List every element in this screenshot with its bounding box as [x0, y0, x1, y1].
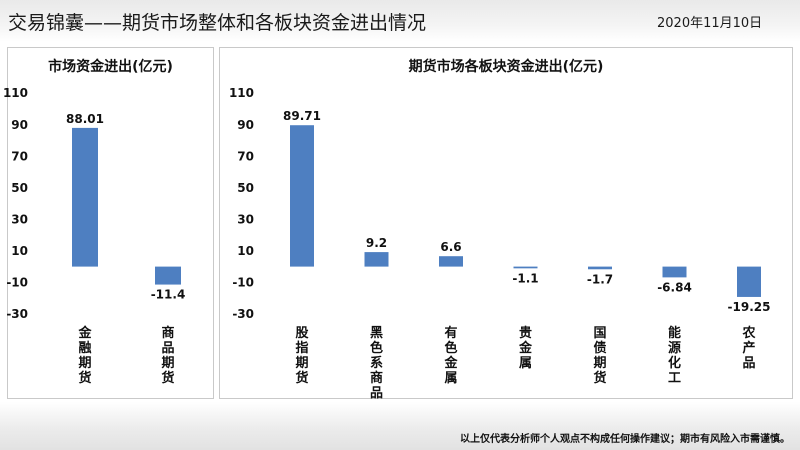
market-flow-value-label: 88.01 — [66, 112, 104, 126]
sector-flow-value-label: -6.84 — [657, 280, 692, 294]
sector-flow-value-label: -1.1 — [512, 271, 538, 285]
sector-flow-ytick-label: 110 — [229, 86, 254, 100]
sector-flow-ytick-label: -10 — [232, 275, 254, 289]
disclaimer-text: 以上仅代表分析师个人观点不构成任何操作建议；期市有风险入市需谨慎。 — [460, 434, 790, 445]
sector-flow-category-label: 能源化工 — [668, 325, 681, 386]
sector-flow-chart: 110 90 70 50 30 10 -10 -30 89.71 股指期货 9.2 黑色系商品 6.6 有… — [229, 86, 771, 401]
footer-band — [0, 402, 800, 450]
panel-sector-flow: 期货市场各板块资金进出(亿元) 110 90 70 50 30 10 -10 -30 89.71… — [219, 47, 793, 401]
sector-flow-ytick-label: 10 — [237, 244, 254, 258]
market-flow-ytick-label: 30 — [11, 212, 28, 226]
market-flow-ytick-label: -10 — [6, 275, 28, 289]
market-flow-ytick-label: 90 — [11, 118, 28, 132]
market-flow-category-label: 金融期货 — [77, 325, 92, 386]
market-flow-ytick-label: 70 — [11, 149, 28, 163]
sector-flow-bar — [662, 266, 687, 278]
chart-title-sector-flow: 期货市场各板块资金进出(亿元) — [408, 59, 604, 75]
sector-flow-bar — [588, 266, 612, 270]
market-flow-bar — [155, 266, 181, 285]
sector-flow-bar — [364, 252, 389, 267]
sector-flow-value-label: 89.71 — [283, 109, 321, 123]
sector-flow-ytick-label: -30 — [232, 307, 254, 321]
sector-flow-category-label: 有色金属 — [443, 325, 458, 386]
sector-flow-ytick-label: 90 — [237, 118, 254, 132]
sector-flow-bar — [513, 266, 538, 269]
sector-flow-bar — [737, 266, 761, 297]
market-flow-chart: 110 90 70 50 30 10 -10 -30 88.01 金融期货 -11.4 商品期货 — [3, 86, 186, 386]
sector-flow-category-label: 农产品 — [741, 325, 755, 371]
sector-flow-category-label: 股指期货 — [295, 326, 308, 386]
sector-flow-value-label: 9.2 — [366, 236, 387, 250]
sector-flow-category-label: 黑色系商品 — [370, 326, 383, 401]
market-flow-ytick-label: -30 — [6, 307, 28, 321]
chart-title-market-flow: 市场资金进出(亿元) — [48, 59, 173, 75]
market-flow-ytick-label: 50 — [11, 181, 28, 195]
sector-flow-value-label: -1.7 — [587, 272, 613, 286]
sector-flow-bar — [290, 125, 314, 267]
sector-flow-ytick-label: 30 — [237, 212, 254, 226]
market-flow-bar — [72, 127, 98, 267]
sector-flow-category-label: 国债期货 — [593, 326, 606, 386]
page-title: 交易锦囊——期货市场整体和各板块资金进出情况 — [8, 12, 427, 34]
market-flow-value-label: -11.4 — [151, 288, 186, 302]
sector-flow-value-label: 6.6 — [440, 240, 461, 254]
sector-flow-ytick-label: 70 — [237, 149, 254, 163]
market-flow-ytick-label: 10 — [11, 244, 28, 258]
market-flow-category-label: 商品期货 — [161, 325, 174, 386]
panel-market-flow: 市场资金进出(亿元) 110 90 70 50 30 10 -10 -30 88.01 金融期货 -… — [3, 47, 214, 399]
sector-flow-category-label: 贵金属 — [518, 325, 533, 371]
sector-flow-bar — [439, 256, 463, 267]
header-band: 交易锦囊——期货市场整体和各板块资金进出情况 2020年11月10日 — [0, 0, 800, 42]
sector-flow-ytick-label: 50 — [237, 181, 254, 195]
market-flow-ytick-label: 110 — [3, 86, 28, 100]
report-date: 2020年11月10日 — [657, 16, 763, 31]
sector-flow-value-label: -19.25 — [728, 300, 771, 314]
